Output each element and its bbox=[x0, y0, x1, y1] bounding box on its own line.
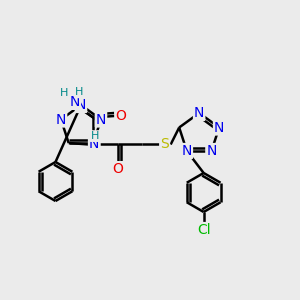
Text: N: N bbox=[89, 137, 99, 152]
Text: N: N bbox=[56, 112, 66, 127]
Text: N: N bbox=[70, 95, 80, 109]
Text: N: N bbox=[214, 121, 224, 134]
Text: H: H bbox=[60, 88, 68, 98]
Text: O: O bbox=[112, 162, 123, 176]
Text: H: H bbox=[91, 131, 99, 141]
Text: N: N bbox=[96, 112, 106, 127]
Text: N: N bbox=[194, 106, 204, 120]
Text: S: S bbox=[160, 137, 169, 152]
Text: H: H bbox=[75, 87, 83, 97]
Text: Cl: Cl bbox=[197, 223, 211, 237]
Text: O: O bbox=[116, 109, 126, 123]
Text: N: N bbox=[76, 98, 86, 112]
Text: N: N bbox=[206, 144, 217, 158]
Text: N: N bbox=[182, 144, 192, 158]
